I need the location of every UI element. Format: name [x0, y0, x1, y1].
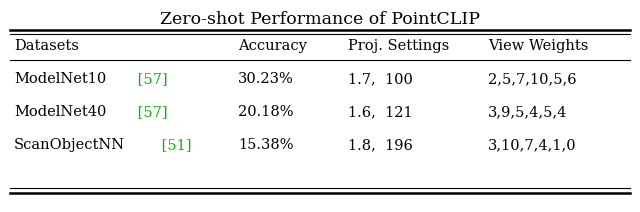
Text: 20.18%: 20.18%: [238, 105, 294, 119]
Text: 1.7,  100: 1.7, 100: [348, 72, 413, 86]
Text: Datasets: Datasets: [14, 39, 79, 53]
Text: 3,9,5,4,5,4: 3,9,5,4,5,4: [488, 105, 568, 119]
Text: 1.6,  121: 1.6, 121: [348, 105, 413, 119]
Text: 30.23%: 30.23%: [238, 72, 294, 86]
Text: ScanObjectNN: ScanObjectNN: [14, 138, 125, 152]
Text: Zero-shot Performance of PointCLIP: Zero-shot Performance of PointCLIP: [160, 11, 480, 28]
Text: Accuracy: Accuracy: [238, 39, 307, 53]
Text: [57]: [57]: [133, 72, 168, 86]
Text: Proj. Settings: Proj. Settings: [348, 39, 449, 53]
Text: View Weights: View Weights: [488, 39, 588, 53]
Text: [51]: [51]: [157, 138, 192, 152]
Text: ModelNet40: ModelNet40: [14, 105, 106, 119]
Text: 2,5,7,10,5,6: 2,5,7,10,5,6: [488, 72, 577, 86]
Text: 15.38%: 15.38%: [238, 138, 294, 152]
Text: [57]: [57]: [133, 105, 168, 119]
Text: 3,10,7,4,1,0: 3,10,7,4,1,0: [488, 138, 577, 152]
Text: 1.8,  196: 1.8, 196: [348, 138, 413, 152]
Text: ModelNet10: ModelNet10: [14, 72, 106, 86]
